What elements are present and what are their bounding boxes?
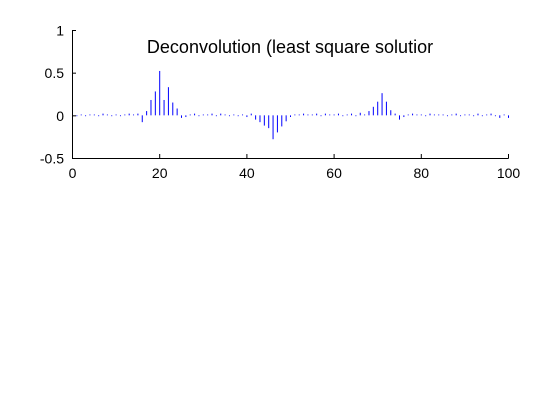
x-tick-label: 40: [239, 165, 255, 181]
y-tick-label: -0.5: [40, 151, 64, 167]
y-tick-label: 0: [56, 108, 64, 124]
x-tick-label: 100: [497, 165, 521, 181]
y-tick-label: 1: [56, 23, 64, 39]
x-tick-label: 0: [69, 165, 77, 181]
axes: 0 20 40 60 80 100 1 0.5 0 -0.5: [40, 23, 521, 182]
y-tick-label: 0.5: [45, 65, 65, 81]
stem-series: [72, 70, 509, 140]
chart-title: Deconvolution (least square solutior: [147, 37, 433, 57]
x-tick-label: 60: [326, 165, 342, 181]
x-tick-label: 80: [414, 165, 430, 181]
x-tick-label: 20: [152, 165, 168, 181]
